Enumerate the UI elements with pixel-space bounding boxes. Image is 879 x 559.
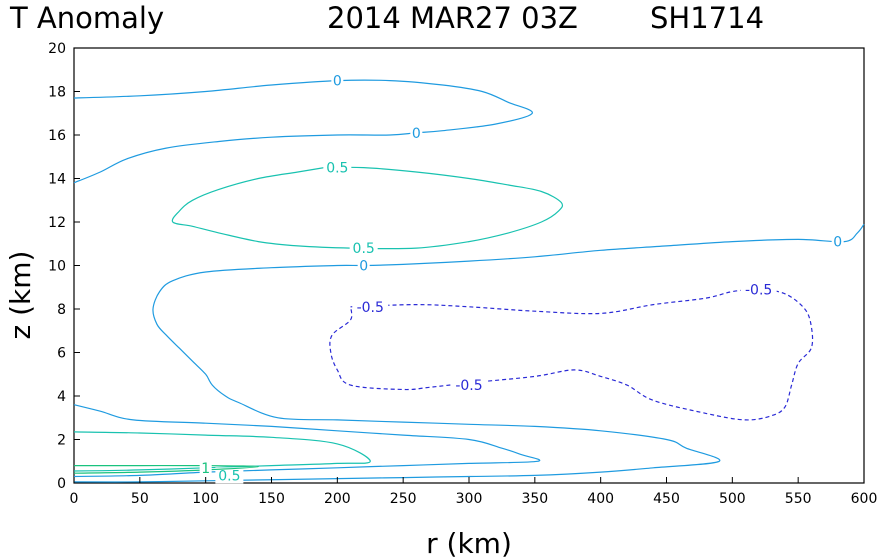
contour-label: 1: [201, 461, 210, 477]
contour-label-bg: [323, 159, 352, 176]
y-tick-label: 16: [48, 128, 66, 144]
x-tick-label: 150: [258, 491, 285, 507]
y-tick-label: 8: [57, 302, 66, 318]
contour-label: 0: [333, 74, 342, 90]
x-tick-label: 400: [587, 491, 614, 507]
x-tick-label: 200: [324, 491, 351, 507]
x-tick-label: 600: [851, 491, 878, 507]
x-tick-label: 500: [719, 491, 746, 507]
contour-label-bg: [357, 257, 370, 274]
contour-label: 0: [412, 126, 421, 142]
contour-line: [73, 431, 371, 472]
y-tick-label: 6: [57, 346, 66, 362]
contour-label: -0.5: [357, 300, 384, 316]
contour-line: [73, 223, 865, 483]
contour-label: -0.5: [745, 282, 772, 298]
plot-frame: [73, 47, 865, 484]
contour-label: 0.5: [353, 241, 375, 257]
contour-label-bg: [410, 124, 423, 141]
title-variable: T Anomaly: [9, 1, 164, 35]
y-tick-label: 10: [48, 259, 66, 275]
contour-label-bg: [352, 298, 389, 315]
contour-label-bg: [215, 467, 244, 484]
x-tick-label: 550: [785, 491, 812, 507]
contour-label: 0: [359, 259, 368, 275]
y-tick-label: 20: [48, 41, 66, 57]
y-tick-label: 4: [57, 389, 66, 405]
contour-layer: 0 0 0 0 0.5 0.5 0.5 1 -0.5 -0.5 -0.5: [73, 72, 865, 484]
x-tick-label: 100: [192, 491, 219, 507]
y-axis-label: z (km): [4, 251, 37, 340]
x-axis: 0 50 100 150 200 250 300 350 400 450 500 550 600: [70, 477, 878, 507]
y-tick-label: 0: [57, 476, 66, 492]
title-storm: SH1714: [650, 1, 764, 35]
y-axis: 0 2 4 6 8 10 12 14 16 18 20: [48, 41, 80, 492]
contour-line: [73, 404, 541, 478]
y-tick-label: 12: [48, 215, 66, 231]
x-tick-label: 300: [456, 491, 483, 507]
contour-label-bg: [349, 240, 378, 257]
contour-label-bg: [740, 281, 777, 298]
contour-label-bg: [451, 377, 487, 394]
contour-label: -0.5: [455, 378, 482, 394]
contour-label: 0: [833, 235, 842, 251]
contour-label-bg: [331, 72, 344, 89]
contour-label: 0.5: [218, 468, 240, 484]
x-tick-label: 350: [521, 491, 548, 507]
x-axis-label: r (km): [426, 527, 512, 559]
x-tick-label: 0: [70, 491, 79, 507]
title-datetime: 2014 MAR27 03Z: [327, 1, 578, 35]
x-tick-label: 250: [390, 491, 417, 507]
contour-label-bg: [831, 233, 844, 250]
y-tick-label: 14: [48, 172, 66, 188]
x-tick-label: 50: [131, 491, 149, 507]
contour-line: [73, 79, 533, 184]
contour-label: 0.5: [326, 161, 348, 177]
contour-label-bg: [199, 459, 212, 476]
y-tick-label: 18: [48, 85, 66, 101]
contour-line: [329, 288, 814, 421]
contour-line: [73, 464, 259, 474]
x-tick-label: 450: [653, 491, 680, 507]
y-tick-label: 2: [57, 433, 66, 449]
contour-line: [171, 166, 564, 250]
